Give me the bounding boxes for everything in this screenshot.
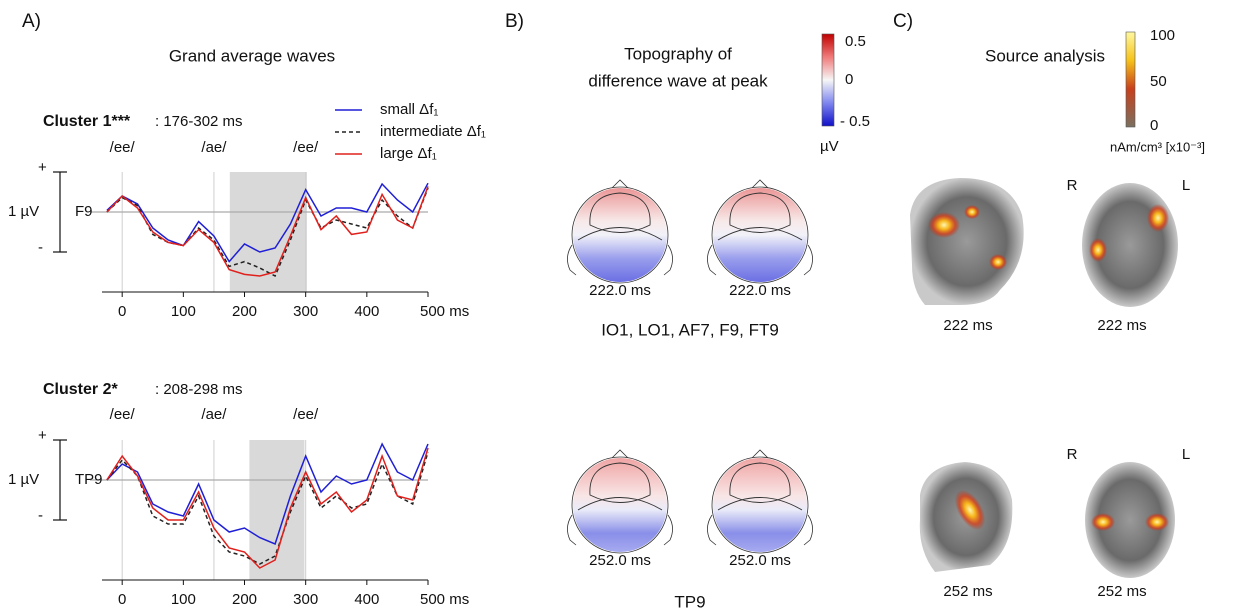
colorbar-tick: 0.5 (845, 33, 866, 50)
topomap-time: 252.0 ms (729, 552, 791, 569)
wave (106, 186, 429, 277)
brain-axial (1085, 462, 1175, 578)
x-tick-label: 100 (171, 303, 196, 320)
event-label: /ae/ (201, 139, 227, 156)
x-tick-label: 400 (354, 303, 379, 320)
panel-label: A) (22, 11, 41, 32)
source-time: 222 ms (943, 317, 992, 334)
x-tick-label: 100 (171, 591, 196, 608)
y-label: 1 µV (8, 471, 39, 488)
topomap-time: 222.0 ms (589, 282, 651, 299)
x-tick-label: 200 (232, 591, 257, 608)
source-time: 252 ms (1097, 583, 1146, 600)
panel-title: Grand average waves (169, 46, 335, 65)
legend-label: intermediate Δf₁ (380, 123, 486, 140)
source-time: 252 ms (943, 583, 992, 600)
brain-sagittal (910, 178, 1024, 305)
wave (106, 447, 429, 569)
brain-axial (1082, 183, 1178, 307)
colorbar-tick: 100 (1150, 27, 1175, 44)
chart-title: Cluster 2* (43, 381, 118, 398)
panel-title: difference wave at peak (588, 71, 768, 90)
topomap-time: 252.0 ms (589, 552, 651, 569)
x-tick-label: 300 (293, 303, 318, 320)
event-label: /ee/ (293, 406, 319, 423)
event-label: /ee/ (110, 139, 136, 156)
brain-sagittal (919, 462, 1013, 572)
x-tick-label: 300 (293, 591, 318, 608)
x-tick-label: 0 (118, 591, 126, 608)
colorbar-unit: µV (820, 138, 839, 155)
panel-label: B) (505, 11, 524, 32)
colorbar-unit: nAm/cm³ [x10⁻³] (1110, 139, 1205, 154)
channel-label: TP9 (75, 471, 103, 488)
wave (106, 182, 429, 263)
electrode-list: TP9 (674, 592, 705, 611)
window-label: : 176-302 ms (155, 113, 243, 130)
window-label: : 208-298 ms (155, 381, 243, 398)
y-tick-label: - (38, 507, 43, 524)
topomap (567, 179, 673, 284)
topomap (567, 449, 673, 554)
topomap-time: 222.0 ms (729, 282, 791, 299)
channel-label: F9 (75, 203, 93, 220)
wave (106, 187, 429, 278)
hemisphere-label: L (1182, 446, 1190, 463)
y-tick-label: + (38, 427, 47, 444)
x-tick-label: 500 ms (420, 303, 469, 320)
event-label: /ae/ (201, 406, 227, 423)
colorbar-tick: - 0.5 (840, 113, 870, 130)
colorbar-tick: 0 (1150, 117, 1158, 134)
topomap (707, 449, 813, 554)
panel-title: Topography of (624, 44, 732, 63)
x-tick-label: 500 ms (420, 591, 469, 608)
chart-title: Cluster 1*** (43, 113, 131, 130)
y-tick-label: + (38, 159, 47, 176)
colorbar-tick: 0 (845, 71, 853, 88)
y-tick-label: - (38, 239, 43, 256)
x-tick-label: 400 (354, 591, 379, 608)
wave (106, 442, 429, 546)
panel-label: C) (893, 11, 913, 32)
x-tick-label: 0 (118, 303, 126, 320)
hemisphere-label: R (1067, 177, 1078, 194)
legend-label: small Δf₁ (380, 101, 438, 118)
wave (106, 451, 429, 565)
hemisphere-label: R (1067, 446, 1078, 463)
y-label: 1 µV (8, 203, 39, 220)
x-tick-label: 200 (232, 303, 257, 320)
event-label: /ee/ (110, 406, 136, 423)
source-time: 222 ms (1097, 317, 1146, 334)
legend-label: large Δf₁ (380, 145, 437, 162)
significance-window (249, 440, 305, 580)
event-label: /ee/ (293, 139, 319, 156)
electrode-list: IO1, LO1, AF7, F9, FT9 (601, 320, 779, 339)
colorbar (821, 33, 835, 127)
topomap (707, 179, 813, 284)
colorbar-tick: 50 (1150, 73, 1167, 90)
hemisphere-label: L (1182, 177, 1190, 194)
colorbar (1125, 31, 1136, 128)
panel-title: Source analysis (985, 46, 1105, 65)
